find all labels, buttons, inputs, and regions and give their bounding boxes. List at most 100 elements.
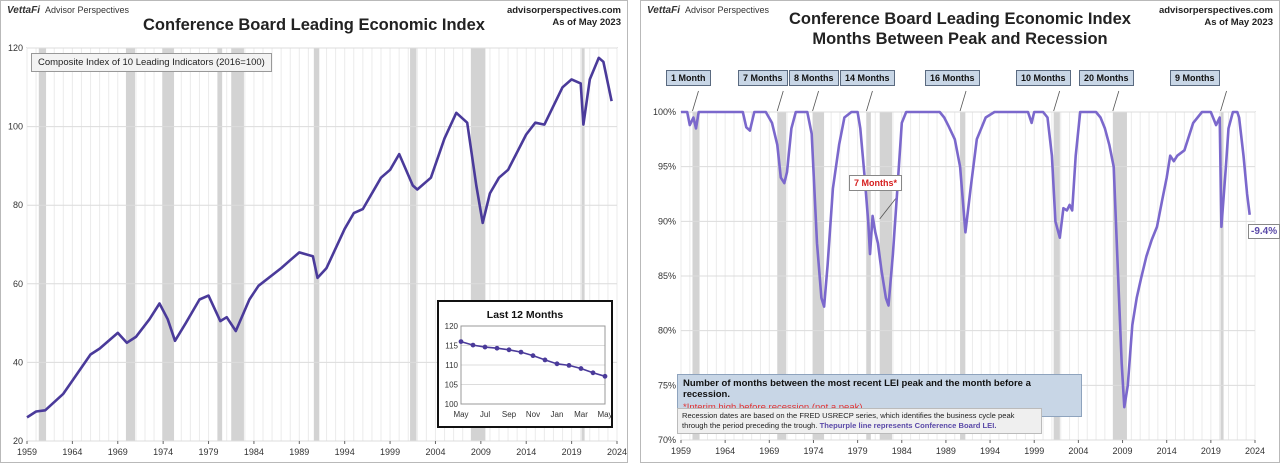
- y-tick-label: 20: [13, 436, 23, 446]
- inset-x-tick-label: Jan: [551, 410, 564, 419]
- inset-plot: 100 105 110 115 120 May Jul Sep Nov Jan Mar May: [445, 322, 611, 419]
- inset-point: [542, 357, 548, 363]
- inset-series-line: [460, 340, 606, 378]
- x-tick-label: 1969: [759, 446, 779, 456]
- site-url: advisorperspectives.com: [1158, 5, 1273, 16]
- callout-pointer: [812, 90, 819, 112]
- x-tick-label: 1964: [715, 446, 735, 456]
- x-tick-label: 2019: [1201, 446, 1221, 456]
- legend-box: Composite Index of 10 Leading Indicators…: [31, 53, 272, 72]
- inset-point: [494, 345, 500, 351]
- inset-point: [458, 339, 464, 344]
- x-tick-label: 1979: [848, 446, 868, 456]
- chart-title-line1: Conference Board Leading Economic Index: [789, 10, 1131, 28]
- y-tick-label: 100: [8, 122, 23, 132]
- x-tick-label: 1959: [17, 447, 37, 457]
- series-line: [26, 56, 613, 419]
- lei-chart-panel: VettaFi Advisor Perspectives advisorpers…: [0, 0, 628, 463]
- recession-bar: [38, 48, 47, 441]
- inset-point: [554, 361, 560, 367]
- callout-2020: 9 Months: [1170, 70, 1220, 86]
- inset-point: [470, 342, 476, 348]
- inset-x-tick-label: May: [453, 410, 468, 419]
- recession-bar: [313, 48, 320, 441]
- callout-1960: 1 Month: [666, 70, 711, 86]
- callout-pointer: [866, 90, 873, 112]
- y-tick-label: 75%: [658, 380, 676, 390]
- site-info: advisorperspectives.com As of May 2023: [507, 5, 621, 29]
- recession-bar: [231, 48, 244, 441]
- inset-point: [518, 349, 524, 355]
- x-tick-label: 1969: [108, 447, 128, 457]
- inset-y-tick-label: 120: [445, 322, 459, 331]
- inset-x-tick-label: Mar: [574, 410, 588, 419]
- x-tick-label: 2009: [1113, 446, 1133, 456]
- y-tick-label: 120: [8, 43, 23, 53]
- site-url: advisorperspectives.com: [506, 5, 621, 16]
- x-tick-label: 1974: [153, 447, 173, 457]
- callout-1980: 14 Months: [840, 70, 895, 86]
- x-tick-label: 1999: [380, 447, 400, 457]
- inset-x-tick-label: May: [597, 410, 611, 419]
- y-tick-label: 85%: [658, 271, 676, 281]
- x-tick-label: 1984: [244, 447, 264, 457]
- inset-x-tick-label: Nov: [526, 410, 540, 419]
- note-red: *Interim high before recession (not a pe…: [683, 402, 1076, 413]
- x-tick-label: 2004: [425, 447, 445, 457]
- source-text: Recession dates are based on the FRED US…: [682, 411, 1015, 430]
- inset-point: [578, 366, 584, 371]
- last-12-months-inset: Last 12 Months 100 105 110 115 120 May Jul Sep N…: [437, 300, 613, 428]
- chart-title-line2: Months Between Peak and Recession: [812, 30, 1108, 48]
- x-tick-label: 1994: [335, 447, 355, 457]
- note-bold: Number of months between the most recent…: [683, 378, 1031, 400]
- inset-title: Last 12 Months: [486, 309, 564, 321]
- inset-y-tick-label: 105: [445, 381, 459, 390]
- y-tick-label: 70%: [658, 435, 676, 445]
- x-tick-label: 2024: [1245, 446, 1265, 456]
- inset-point: [566, 362, 572, 368]
- y-tick-label: 80%: [658, 326, 676, 336]
- x-tick-label: 2019: [562, 447, 582, 457]
- x-tick-label: 1959: [671, 446, 691, 456]
- site-info: advisorperspectives.com As of May 2023: [1159, 5, 1273, 29]
- brand: VettaFi Advisor Perspectives: [7, 5, 129, 16]
- x-tick-label: 2009: [471, 447, 491, 457]
- recession-bar: [162, 48, 175, 441]
- brand-sub: Advisor Perspectives: [684, 5, 770, 15]
- callout-pointer: [1053, 90, 1061, 112]
- y-tick-label: 90%: [658, 216, 676, 226]
- callout-1973: 8 Months: [789, 70, 839, 86]
- brand: VettaFi Advisor Perspectives: [647, 5, 769, 16]
- inset-point: [590, 370, 596, 376]
- inset-point: [506, 347, 512, 353]
- x-tick-label: 1999: [1024, 446, 1044, 456]
- callout-pointer: [692, 90, 699, 112]
- callout-1969: 7 Months: [738, 70, 788, 86]
- x-tick-label: 1989: [936, 446, 956, 456]
- inset-x-tick-label: Sep: [502, 410, 517, 419]
- recession-bar: [217, 48, 223, 441]
- as-of: As of May 2023: [1204, 17, 1273, 28]
- inset-point: [602, 373, 608, 379]
- x-tick-label: 1964: [62, 447, 82, 457]
- callout-2007: 20 Months: [1079, 70, 1134, 86]
- y-tick-label: 60: [13, 279, 23, 289]
- inset-x-tick-label: Jul: [480, 410, 490, 419]
- series-line: [681, 110, 1251, 409]
- brand-sub: Advisor Perspectives: [44, 5, 130, 15]
- callout-pointer: [1112, 90, 1120, 112]
- chart-title: Conference Board Leading Economic Index: [143, 16, 485, 34]
- inset-plot-area: [460, 325, 606, 405]
- lei-plot: 20 40 60 80 100 120 1959 1964 1969 1974 1979 1984 19…: [8, 43, 627, 457]
- callout-2001: 10 Months: [1016, 70, 1071, 86]
- x-tick-label: 1994: [980, 446, 1000, 456]
- x-tick-label: 2004: [1068, 446, 1088, 456]
- x-tick-label: 2014: [516, 447, 536, 457]
- y-tick-label: 40: [13, 357, 23, 367]
- brand-logo: VettaFi: [7, 5, 40, 16]
- source-purple: Thepurple line represents Conference Boa…: [819, 421, 997, 430]
- x-tick-label: 1979: [199, 447, 219, 457]
- x-tick-label: 2024: [607, 447, 627, 457]
- callout-1990: 16 Months: [925, 70, 980, 86]
- callout-pointer: [776, 90, 784, 112]
